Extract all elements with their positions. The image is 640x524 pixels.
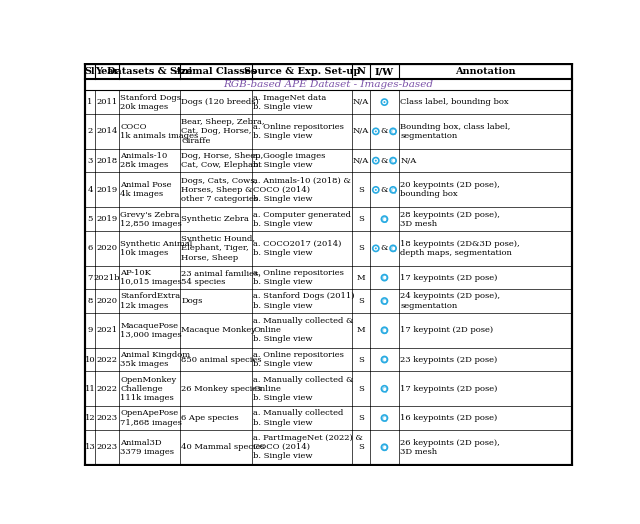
Text: &: & <box>381 157 388 165</box>
Text: 2023: 2023 <box>97 414 118 422</box>
Text: a. Google images
b. Single view: a. Google images b. Single view <box>253 152 326 169</box>
Text: N/A: N/A <box>353 157 369 165</box>
Text: OpenMonkey
Challenge
111k images: OpenMonkey Challenge 111k images <box>120 376 177 402</box>
Text: a. Online repositories
b. Single view: a. Online repositories b. Single view <box>253 269 344 286</box>
Text: 26 keypoints (2D pose),
3D mesh: 26 keypoints (2D pose), 3D mesh <box>400 439 500 456</box>
Text: Grevy's Zebra
12,850 images: Grevy's Zebra 12,850 images <box>120 211 182 228</box>
Text: Bear, Sheep, Zebra,
Cat, Dog, Horse,
Giraffe: Bear, Sheep, Zebra, Cat, Dog, Horse, Gir… <box>181 118 265 145</box>
Text: Q: Q <box>381 443 387 451</box>
Text: Q: Q <box>390 186 396 194</box>
Text: 40 Mammal species: 40 Mammal species <box>181 443 265 451</box>
Text: 18 keypoints (2D&3D pose),
depth maps, segmentation: 18 keypoints (2D&3D pose), depth maps, s… <box>400 240 520 257</box>
Text: 2: 2 <box>88 127 93 135</box>
Text: 20 keypoints (2D pose),
bounding box: 20 keypoints (2D pose), bounding box <box>400 181 500 199</box>
Text: S: S <box>358 443 364 451</box>
Text: Q: Q <box>381 274 387 281</box>
Text: Q: Q <box>381 326 387 334</box>
Text: Animal Pose
4k images: Animal Pose 4k images <box>120 181 172 199</box>
Text: N/A: N/A <box>400 157 417 165</box>
Text: Animals-10
28k images: Animals-10 28k images <box>120 152 168 169</box>
Text: N/A: N/A <box>353 98 369 106</box>
Text: Animal Kingdom
35k images: Animal Kingdom 35k images <box>120 351 191 368</box>
Text: 2021b: 2021b <box>94 274 120 281</box>
Text: S: S <box>358 355 364 364</box>
Text: Q: Q <box>390 157 396 165</box>
Text: 23 animal families,
54 species: 23 animal families, 54 species <box>181 269 261 286</box>
Text: Q: Q <box>381 215 387 223</box>
Text: 17 keypoints (2D pose): 17 keypoints (2D pose) <box>400 385 497 393</box>
Text: M: M <box>356 274 365 281</box>
Text: S: S <box>358 297 364 305</box>
Text: S: S <box>358 385 364 393</box>
Text: StanfordExtra
12k images: StanfordExtra 12k images <box>120 292 180 310</box>
Text: Datasets & Size: Datasets & Size <box>106 67 192 77</box>
Text: Dogs, Cats, Cows,
Horses, Sheep &
other 7 categories: Dogs, Cats, Cows, Horses, Sheep & other … <box>181 177 259 203</box>
Text: 6 Ape species: 6 Ape species <box>181 414 239 422</box>
Text: 3: 3 <box>87 157 93 165</box>
Text: Annotation: Annotation <box>455 67 516 77</box>
Text: 1: 1 <box>87 98 93 106</box>
Text: 6: 6 <box>88 244 93 253</box>
Text: Sl: Sl <box>84 67 95 77</box>
Text: 2020: 2020 <box>97 297 118 305</box>
Text: Animal Classes: Animal Classes <box>175 67 257 77</box>
Text: Synthetic Zebra: Synthetic Zebra <box>181 215 249 223</box>
Text: S: S <box>358 244 364 253</box>
Text: M: M <box>356 326 365 334</box>
Text: Q: Q <box>390 127 396 135</box>
Text: a. COCO2017 (2014)
b. Single view: a. COCO2017 (2014) b. Single view <box>253 240 342 257</box>
Text: 16 keypoints (2D pose): 16 keypoints (2D pose) <box>400 414 497 422</box>
Text: Q: Q <box>381 297 387 305</box>
Text: 28 keypoints (2D pose),
3D mesh: 28 keypoints (2D pose), 3D mesh <box>400 211 500 228</box>
Text: 26 Monkey species: 26 Monkey species <box>181 385 262 393</box>
Text: 17 keypoint (2D pose): 17 keypoint (2D pose) <box>400 326 493 334</box>
Text: a. Manually collected &
Online
b. Single view: a. Manually collected & Online b. Single… <box>253 376 354 402</box>
Text: Q: Q <box>390 244 396 253</box>
Text: 17 keypoints (2D pose): 17 keypoints (2D pose) <box>400 274 497 281</box>
Text: a. Manually collected
b. Single view: a. Manually collected b. Single view <box>253 409 344 427</box>
Text: RGB-based APE Dataset - Images-based: RGB-based APE Dataset - Images-based <box>223 80 433 89</box>
Text: 13: 13 <box>84 443 95 451</box>
Text: S: S <box>358 215 364 223</box>
Circle shape <box>375 130 377 133</box>
Text: a. Online repositories
b. Single view: a. Online repositories b. Single view <box>253 123 344 140</box>
Circle shape <box>383 101 385 103</box>
Text: &: & <box>381 244 388 253</box>
Text: 2011: 2011 <box>97 98 118 106</box>
Text: 5: 5 <box>87 215 93 223</box>
Text: Animal3D
3379 images: Animal3D 3379 images <box>120 439 174 456</box>
Text: 2020: 2020 <box>97 244 118 253</box>
Text: 2022: 2022 <box>97 385 118 393</box>
Text: 2023: 2023 <box>97 443 118 451</box>
Text: Class label, bounding box: Class label, bounding box <box>400 98 509 106</box>
Circle shape <box>375 189 377 191</box>
Text: 12: 12 <box>84 414 95 422</box>
Text: MacaquePose
13,000 images: MacaquePose 13,000 images <box>120 322 182 339</box>
Text: 2014: 2014 <box>97 127 118 135</box>
Text: AP-10K
10,015 images: AP-10K 10,015 images <box>120 269 182 286</box>
Circle shape <box>375 160 377 161</box>
Text: 9: 9 <box>87 326 93 334</box>
Text: 10: 10 <box>84 355 95 364</box>
Text: Synthetic Animal
10k images: Synthetic Animal 10k images <box>120 240 193 257</box>
Text: 850 animal species: 850 animal species <box>181 355 262 364</box>
Text: Macaque Monkey: Macaque Monkey <box>181 326 256 334</box>
Text: 24 keypoints (2D pose),
segmentation: 24 keypoints (2D pose), segmentation <box>400 292 500 310</box>
Text: Q: Q <box>381 385 387 393</box>
Text: Stanford Dogs
20k images: Stanford Dogs 20k images <box>120 93 181 111</box>
Text: 2021: 2021 <box>97 326 118 334</box>
Text: 4: 4 <box>87 186 93 194</box>
Text: Synthetic Hound,
Elephant, Tiger,
Horse, Sheep: Synthetic Hound, Elephant, Tiger, Horse,… <box>181 235 255 261</box>
Text: COCO
1k animals images: COCO 1k animals images <box>120 123 198 140</box>
Text: a. Animals-10 (2018) &
COCO (2014)
b. Single view: a. Animals-10 (2018) & COCO (2014) b. Si… <box>253 177 351 203</box>
Text: Q: Q <box>381 414 387 422</box>
Text: S: S <box>358 414 364 422</box>
Text: 11: 11 <box>84 385 95 393</box>
Text: &: & <box>381 186 388 194</box>
Text: a. Stanford Dogs (2011)
b. Single view: a. Stanford Dogs (2011) b. Single view <box>253 292 355 310</box>
Text: N/A: N/A <box>353 127 369 135</box>
Text: 2018: 2018 <box>97 157 118 165</box>
Text: I/W: I/W <box>375 67 394 77</box>
Text: 2019: 2019 <box>97 215 118 223</box>
Text: Year: Year <box>95 67 119 77</box>
